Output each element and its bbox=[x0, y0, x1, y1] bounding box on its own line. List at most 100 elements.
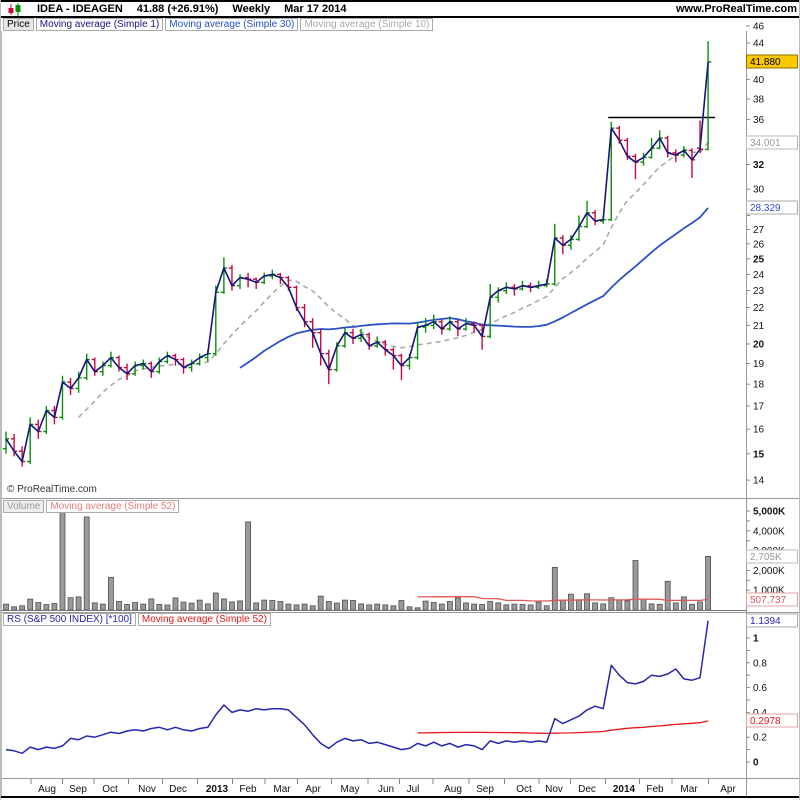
month-label: Feb bbox=[646, 784, 664, 795]
volume-bar bbox=[124, 604, 130, 611]
volume-bar bbox=[374, 603, 381, 611]
month-label: 2013 bbox=[206, 784, 229, 795]
volume-bar bbox=[422, 600, 429, 611]
rs-axis-label: 0.6 bbox=[753, 683, 767, 694]
rs-legend-item-0[interactable]: RS (S&P 500 INDEX) [*100] bbox=[3, 613, 136, 626]
volume-bar bbox=[59, 508, 66, 611]
month-label: Dec bbox=[169, 784, 187, 795]
volume-axis-label: 1,000K bbox=[753, 586, 785, 597]
price-axis-label: 15 bbox=[753, 449, 765, 460]
volume-bar bbox=[309, 605, 316, 611]
price-legend-item-1[interactable]: Moving average (Simple 1) bbox=[35, 18, 164, 31]
volume-bar bbox=[438, 603, 445, 611]
volume-bar bbox=[559, 599, 566, 611]
volume-bar bbox=[608, 597, 615, 611]
volume-value-box bbox=[746, 549, 798, 564]
volume-bar bbox=[277, 601, 284, 611]
volume-bar bbox=[3, 603, 9, 611]
volume-bar bbox=[83, 516, 90, 611]
candlestick-icon bbox=[7, 2, 23, 16]
last-price-box-text: 41.880 bbox=[750, 57, 781, 68]
rs-axis-label: 0 bbox=[753, 758, 759, 769]
price-axis-label: 25 bbox=[753, 254, 765, 265]
volume-bar bbox=[624, 600, 631, 611]
volume-axis-label: 3,000K bbox=[753, 546, 785, 557]
price-axis-label: 44 bbox=[753, 38, 765, 49]
ma30-line bbox=[239, 207, 709, 369]
price-axis-label: 14 bbox=[753, 476, 765, 487]
close-line bbox=[5, 61, 709, 463]
month-label: Apr bbox=[305, 784, 321, 795]
volume-bar bbox=[43, 604, 50, 611]
month-label: Sep bbox=[69, 784, 87, 795]
price-legend-item-3[interactable]: Moving average (Simple 10) bbox=[300, 18, 434, 31]
volume-bar bbox=[325, 601, 332, 611]
price-axis-label: 36 bbox=[753, 115, 765, 126]
volume-bar bbox=[358, 603, 365, 611]
volume-bar bbox=[188, 602, 195, 611]
volume-bar bbox=[237, 600, 243, 611]
volume-legend-item-1[interactable]: Moving average (Simple 52) bbox=[46, 500, 180, 513]
volume-bar bbox=[689, 603, 695, 611]
price-axis-label: 18 bbox=[753, 380, 765, 391]
month-label: Apr bbox=[720, 784, 736, 795]
ma10-value-box-text: 34.001 bbox=[750, 138, 781, 149]
volume-bar bbox=[616, 599, 623, 611]
month-label: Jun bbox=[378, 784, 394, 795]
volume-bar bbox=[350, 600, 356, 611]
volume-bar bbox=[261, 599, 268, 611]
volume-bar bbox=[164, 604, 171, 611]
month-label: Dec bbox=[578, 784, 596, 795]
volume-legend-item-0[interactable]: Volume bbox=[3, 500, 45, 513]
site-link[interactable]: www.ProRealTime.com bbox=[675, 3, 797, 15]
volume-axis-label: 2,000K bbox=[753, 566, 785, 577]
volume-bar bbox=[568, 593, 574, 611]
volume-bar bbox=[519, 604, 526, 611]
price-axis-label: 30 bbox=[753, 185, 765, 196]
volume-bar bbox=[172, 597, 179, 611]
volume-legend: Volume Moving average (Simple 52) bbox=[3, 500, 180, 513]
volume-bar bbox=[697, 601, 703, 611]
volume-bar bbox=[140, 603, 147, 611]
volume-bar bbox=[390, 605, 397, 611]
volume-bar bbox=[656, 603, 663, 611]
price-legend-item-0[interactable]: Price bbox=[3, 18, 34, 31]
rs-axis-label: 1 bbox=[753, 634, 759, 645]
price-axis-label: 46 bbox=[753, 22, 765, 33]
volume-bar bbox=[664, 580, 671, 611]
ma30-value-box bbox=[746, 200, 798, 215]
rs-ma-value-box bbox=[746, 713, 798, 728]
ma10-line bbox=[78, 141, 709, 418]
volume-bar bbox=[463, 602, 469, 611]
volume-bar bbox=[285, 603, 292, 611]
volume-bar bbox=[406, 606, 413, 611]
volume-bar bbox=[576, 599, 582, 611]
rs-ma-line bbox=[417, 720, 709, 735]
rs-line bbox=[5, 620, 709, 755]
price-axis-label: 26 bbox=[753, 239, 765, 250]
volume-axis-label: 5,000K bbox=[753, 507, 786, 518]
volume-bar bbox=[487, 601, 494, 611]
symbol-title: IDEA - IDEAGEN bbox=[37, 3, 123, 15]
price-legend-item-2[interactable]: Moving average (Simple 30) bbox=[165, 18, 299, 31]
price-axis-label: 23 bbox=[753, 286, 765, 297]
volume-bar bbox=[253, 602, 260, 611]
volume-bar bbox=[535, 601, 542, 611]
month-label: 2014 bbox=[613, 784, 636, 795]
volume-bar bbox=[705, 556, 711, 611]
volume-axis-label: 4,000K bbox=[753, 526, 785, 537]
volume-bar bbox=[51, 603, 58, 611]
volume-value-box-text: 2,705K bbox=[750, 552, 782, 563]
ma30-value-box-text: 28.329 bbox=[750, 203, 781, 214]
volume-bar bbox=[479, 604, 486, 611]
volume-bar bbox=[301, 603, 308, 611]
volume-bar bbox=[430, 602, 437, 611]
rs-axis-label: 0.8 bbox=[753, 658, 767, 669]
volume-bar bbox=[366, 604, 373, 611]
volume-bar bbox=[640, 598, 647, 611]
rs-legend-item-1[interactable]: Moving average (Simple 52) bbox=[137, 613, 271, 626]
volume-bar bbox=[495, 602, 502, 611]
last-price-change: 41.88 (+26.91%) bbox=[136, 3, 219, 15]
month-label: Mar bbox=[680, 784, 698, 795]
volume-bar bbox=[584, 593, 590, 611]
